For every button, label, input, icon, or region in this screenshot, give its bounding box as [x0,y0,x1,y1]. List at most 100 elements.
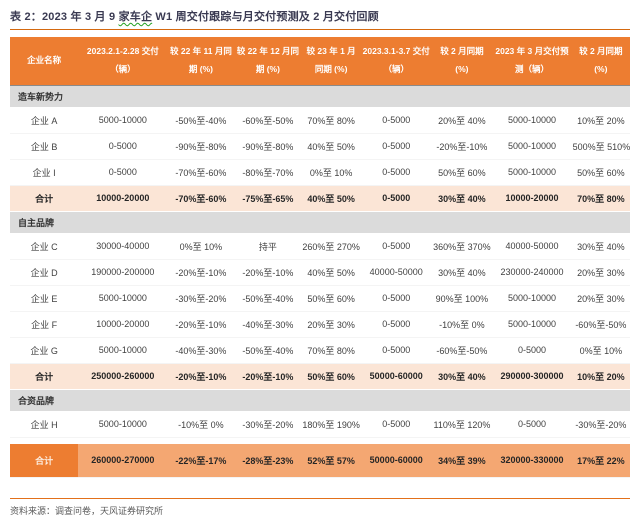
value-cell: 0-5000 [360,185,432,212]
value-cell: 5000-10000 [78,337,168,364]
value-cell: 0-5000 [360,133,432,160]
value-cell: -40%至-30% [234,311,302,338]
value-cell: 290000-300000 [492,363,572,390]
subtotal-row: 合计 250000-260000 -20%至-10% -20%至-10% 50%至 60… [10,363,630,390]
col-header-w1-delivery: 2023.3.1-3.7 交付（辆） [360,37,432,86]
value-cell: -20%至-10% [167,311,235,338]
value-cell: 5000-10000 [492,107,572,134]
value-cell: 5000-10000 [492,311,572,338]
title-suffix: W1 周交付跟踪与月交付预测及 2 月交付回顾 [152,11,379,23]
value-cell: -20%至-10% [167,363,235,390]
value-cell: 50%至 60% [301,363,361,390]
value-cell: 0-5000 [78,159,168,186]
value-cell: 90%至 100% [431,285,493,312]
value-cell: 0-5000 [492,411,572,438]
section-row: 自主品牌 [10,210,630,234]
value-cell: 0-5000 [360,411,432,438]
value-cell: 5000-10000 [78,285,168,312]
value-cell: 500%至 510% [571,133,630,160]
value-cell: 50000-60000 [360,363,432,390]
company-row: 企业 I 0-5000 -70%至-60% -80%至-70% 0%至 10% 0-500… [10,159,630,186]
table-body: 造车新势力 企业 A 5000-10000 -50%至-40% -60%至-50% 70%… [10,84,630,478]
value-cell: 50%至 60% [571,159,630,186]
spacer-row [10,437,630,444]
col-header-vs-nov22: 较 22 年 11 月同期 (%) [167,37,235,86]
company-name-cell: 企业 G [10,337,79,364]
value-cell: 40000-50000 [360,259,432,286]
value-cell: -20%至-10% [431,133,493,160]
value-cell: 50%至 60% [431,159,493,186]
value-cell: 17%至 22% [571,443,630,478]
company-row: 企业 B 0-5000 -90%至-80% -90%至-80% 40%至 50% 0-50… [10,133,630,160]
value-cell: 70%至 80% [571,185,630,212]
company-name-cell: 企业 C [10,233,79,260]
value-cell: -50%至-40% [167,107,235,134]
company-name-cell: 合计 [10,443,79,478]
value-cell: -50%至-40% [234,285,302,312]
value-cell: -60%至-50% [234,107,302,134]
company-name-cell: 企业 F [10,311,79,338]
value-cell: 30%至 40% [431,185,493,212]
company-name-cell: 企业 A [10,107,79,134]
value-cell: 0%至 10% [301,159,361,186]
value-cell: -20%至-10% [234,363,302,390]
value-cell: 30%至 40% [571,233,630,260]
value-cell: 30000-40000 [78,233,168,260]
value-cell: 260%至 270% [301,233,361,260]
value-cell: -30%至-20% [571,411,630,438]
value-cell: 180%至 190% [301,411,361,438]
company-name-cell: 企业 D [10,259,79,286]
value-cell: 持平 [234,233,302,260]
value-cell: -90%至-80% [234,133,302,160]
value-cell: 30%至 40% [431,363,493,390]
col-header-w1-vs-feb: 较 2 月同期 (%) [431,37,493,86]
value-cell: 20%至 30% [571,285,630,312]
header-row: 企业名称 2023.2.1-2.28 交付（辆） 较 22 年 11 月同期 (… [10,37,630,86]
value-cell: 40000-50000 [492,233,572,260]
value-cell: -80%至-70% [234,159,302,186]
title-prefix: 表 2：2023 年 3 月 9 [10,11,119,23]
value-cell: -20%至-10% [167,259,235,286]
company-row: 企业 C 30000-40000 0%至 10% 持平 260%至 270% 0-5000… [10,233,630,260]
value-cell: -90%至-80% [167,133,235,160]
value-cell: 70%至 80% [301,107,361,134]
col-header-vs-dec22: 较 22 年 12 月同期 (%) [234,37,302,86]
footer-divider [10,497,630,499]
delivery-table: 企业名称 2023.2.1-2.28 交付（辆） 较 22 年 11 月同期 (… [10,37,630,478]
col-header-feb-delivery: 2023.2.1-2.28 交付（辆） [78,37,168,86]
value-cell: 40%至 50% [301,133,361,160]
value-cell: 0-5000 [492,337,572,364]
value-cell: -75%至-65% [234,185,302,212]
value-cell: 5000-10000 [78,107,168,134]
col-header-mar-forecast: 2023 年 3 月交付预测（辆） [492,37,572,86]
value-cell: -50%至-40% [234,337,302,364]
grand-total-row: 合计 260000-270000 -22%至-17% -28%至-23% 52%至 57… [10,443,630,478]
value-cell: -20%至-10% [234,259,302,286]
company-row: 企业 H 5000-10000 -10%至 0% -30%至-20% 180%至 190… [10,411,630,438]
value-cell: 260000-270000 [78,443,168,478]
value-cell: 0-5000 [78,133,168,160]
value-cell: 34%至 39% [431,443,493,478]
value-cell: 0-5000 [360,233,432,260]
section-row: 合资品牌 [10,388,630,412]
value-cell: -22%至-17% [167,443,235,478]
value-cell: 5000-10000 [492,285,572,312]
section-title-cell: 自主品牌 [10,210,630,234]
value-cell: -10%至 0% [167,411,235,438]
company-row: 企业 D 190000-200000 -20%至-10% -20%至-10% 40%至 … [10,259,630,286]
company-name-cell: 合计 [10,363,79,390]
value-cell: 20%至 40% [431,107,493,134]
company-name-cell: 企业 B [10,133,79,160]
value-cell: 0%至 10% [167,233,235,260]
source-note: 资料来源：调查问卷，天风证券研究所 [10,505,164,516]
col-header-company: 企业名称 [10,37,79,86]
company-row: 企业 A 5000-10000 -50%至-40% -60%至-50% 70%至 80%… [10,107,630,134]
company-name-cell: 合计 [10,185,79,212]
company-row: 企业 G 5000-10000 -40%至-30% -50%至-40% 70%至 80%… [10,337,630,364]
value-cell: 0-5000 [360,159,432,186]
value-cell: -60%至-50% [431,337,493,364]
value-cell: 10000-20000 [78,185,168,212]
value-cell: 40%至 50% [301,185,361,212]
value-cell: 5000-10000 [492,159,572,186]
title-divider [10,29,630,30]
